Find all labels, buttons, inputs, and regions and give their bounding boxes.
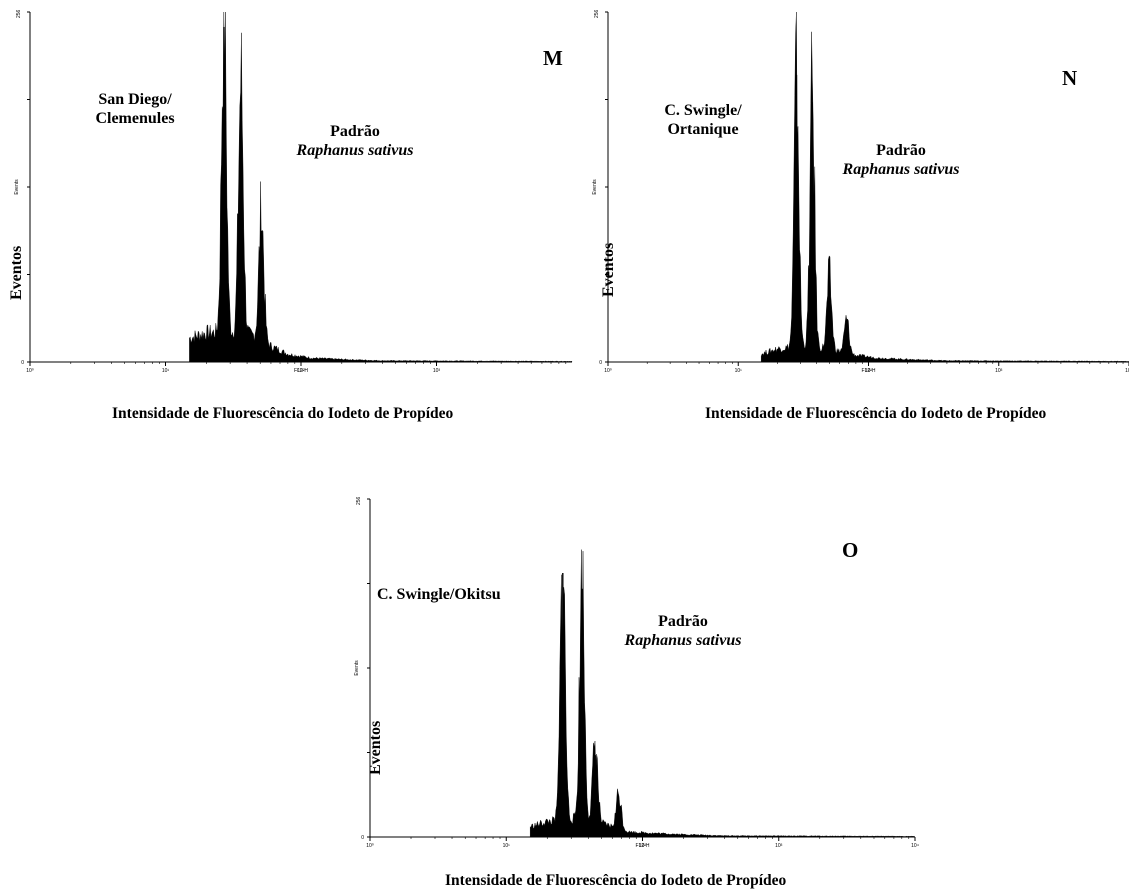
x-tick-label: 10³: [995, 368, 1003, 374]
histogram-panel-o: 0 256 Events 10⁰ 10¹ 10² 10³ 10⁴ FL2-H O C. Swin…: [340, 480, 930, 894]
x-tick-label: 10³: [433, 368, 441, 374]
standard-label-line: Padrão: [658, 613, 708, 630]
x-tick-label: 10⁰: [26, 368, 34, 374]
standard-species-label: Raphanus sativus: [842, 161, 960, 178]
y-axis-title-n: Eventos: [600, 242, 617, 297]
x-tick-label: 10²: [865, 368, 873, 374]
x-tick-label: 10²: [639, 843, 647, 849]
x-tick-label: 10²: [297, 368, 305, 374]
y-tick-label: 0: [361, 835, 364, 841]
sample-label-line: Clemenules: [95, 110, 175, 127]
histogram-area: [761, 11, 1129, 363]
standard-species-label: Raphanus sativus: [624, 632, 742, 649]
standard-species-label: Raphanus sativus: [296, 142, 414, 159]
standard-label-o: Padrão Raphanus sativus: [608, 612, 758, 650]
histogram-panel-m: 0 256 Events 10⁰ 10¹ 10² 10³ FL2-H M San Diego/…: [0, 0, 573, 440]
x-axis-small-label: FL2-H: [636, 843, 650, 849]
x-axis-title-n: Intensidade de Fluorescência do Iodeto d…: [705, 405, 1047, 422]
panel-letter-n: N: [1062, 66, 1078, 90]
x-tick-label: 10⁰: [366, 843, 374, 849]
panel-letter-m: M: [543, 46, 563, 70]
standard-label-n: Padrão Raphanus sativus: [826, 141, 976, 179]
sample-label-n: C. Swingle/ Ortanique: [648, 101, 758, 139]
histogram-plot-o: 0 256 Events 10⁰ 10¹ 10² 10³ 10⁴ FL2-H: [354, 496, 919, 849]
x-axis-small-label: FL2-H: [294, 368, 308, 374]
y-axis-small-label: Events: [14, 179, 20, 195]
y-axis-small-label: Events: [592, 179, 598, 195]
panel-letter-o: O: [842, 538, 859, 562]
y-tick-label: 256: [594, 9, 600, 18]
x-tick-label: 10³: [775, 843, 783, 849]
histogram-area: [189, 11, 573, 363]
sample-label-line: C. Swingle/Okitsu: [377, 586, 501, 603]
y-axis-title-m: Eventos: [8, 245, 25, 300]
y-tick-label: 0: [599, 360, 602, 366]
x-axis-title-o: Intensidade de Fluorescência do Iodeto d…: [445, 872, 787, 889]
histogram-panel-n: 0 256 Events 10⁰ 10¹ 10² 10³ 10⁴ FL2-H N C. Swin…: [578, 0, 1129, 440]
y-axis-title-o: Eventos: [367, 720, 384, 775]
y-tick-label: 0: [21, 360, 24, 366]
standard-label-m: Padrão Raphanus sativus: [280, 122, 430, 160]
y-axis-small-label: Events: [354, 660, 360, 676]
histogram-plot-m: 0 256 Events 10⁰ 10¹ 10² 10³ FL2-H: [14, 9, 573, 374]
sample-label-line: C. Swingle/: [664, 102, 742, 119]
x-axis-small-label: FL2-H: [862, 368, 876, 374]
x-tick-label: 10¹: [503, 843, 511, 849]
x-axis-title-m: Intensidade de Fluorescência do Iodeto d…: [112, 405, 454, 422]
y-tick-label: 256: [16, 9, 22, 18]
x-tick-label: 10¹: [162, 368, 170, 374]
sample-label-o: C. Swingle/Okitsu: [377, 585, 501, 604]
standard-label-line: Padrão: [876, 142, 926, 159]
sample-label-m: San Diego/ Clemenules: [70, 90, 200, 128]
histogram-area: [530, 549, 916, 838]
y-tick-label: 256: [356, 496, 362, 505]
x-tick-label: 10⁰: [604, 368, 612, 374]
sample-label-line: Ortanique: [667, 121, 739, 138]
standard-label-line: Padrão: [330, 123, 380, 140]
x-tick-label: 10⁴: [911, 843, 919, 849]
x-tick-label: 10⁴: [1125, 368, 1129, 374]
x-tick-label: 10¹: [735, 368, 743, 374]
histogram-plot-n: 0 256 Events 10⁰ 10¹ 10² 10³ 10⁴ FL2-H: [592, 9, 1129, 374]
sample-label-line: San Diego/: [98, 91, 172, 108]
